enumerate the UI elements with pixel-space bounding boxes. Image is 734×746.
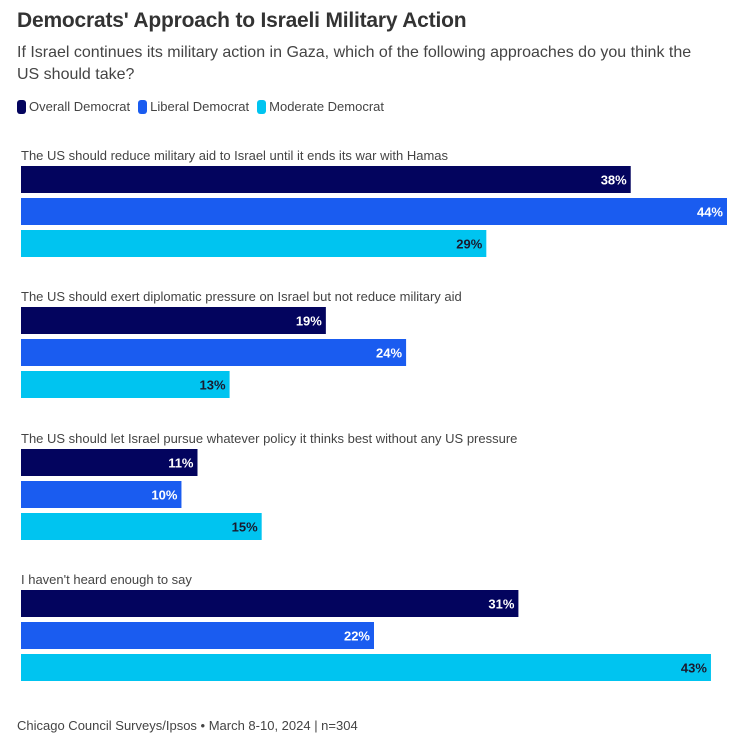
bar-overall-democrat[interactable]	[21, 590, 519, 617]
legend-item-overall[interactable]: Overall Democrat	[17, 99, 130, 114]
category-label: The US should exert diplomatic pressure …	[21, 289, 462, 304]
legend-swatch-liberal	[138, 99, 148, 114]
bar-chart: The US should reduce military aid to Isr…	[21, 148, 727, 681]
category-label: The US should reduce military aid to Isr…	[21, 148, 449, 163]
data-label: 24%	[376, 346, 402, 361]
source-note: Chicago Council Surveys/Ipsos • March 8-…	[17, 718, 358, 733]
data-label: 15%	[232, 520, 258, 535]
data-label: 22%	[344, 629, 370, 644]
data-label: 38%	[601, 173, 627, 188]
bar-overall-democrat[interactable]	[21, 449, 198, 476]
data-label: 44%	[697, 205, 723, 220]
data-label: 31%	[488, 597, 514, 612]
bar-moderate-democrat[interactable]	[21, 654, 711, 681]
data-label: 10%	[151, 488, 177, 503]
chart-subtitle: If Israel continues its military action …	[17, 44, 692, 83]
legend-swatch-overall	[17, 99, 26, 114]
chart-title: Democrats' Approach to Israeli Military …	[17, 9, 467, 32]
bar-overall-democrat[interactable]	[21, 307, 326, 334]
legend-label-overall: Overall Democrat	[29, 99, 131, 114]
bar-liberal-democrat[interactable]	[21, 481, 182, 508]
legend: Overall Democrat Liberal Democrat Modera…	[17, 99, 386, 114]
bar-overall-democrat[interactable]	[21, 166, 631, 193]
bar-moderate-democrat[interactable]	[21, 371, 230, 398]
legend-label-moderate: Moderate Democrat	[269, 99, 385, 114]
bar-liberal-democrat[interactable]	[21, 339, 407, 366]
bar-liberal-democrat[interactable]	[21, 622, 374, 649]
data-label: 19%	[296, 314, 322, 329]
bar-moderate-democrat[interactable]	[21, 230, 487, 257]
data-label: 29%	[456, 237, 482, 252]
data-label: 43%	[681, 661, 707, 676]
legend-item-liberal[interactable]: Liberal Democrat	[138, 99, 249, 114]
data-label: 13%	[200, 378, 226, 393]
bar-liberal-democrat[interactable]	[21, 198, 727, 225]
bar-moderate-democrat[interactable]	[21, 513, 262, 540]
legend-swatch-moderate	[257, 99, 267, 114]
legend-item-moderate[interactable]: Moderate Democrat	[257, 99, 384, 114]
legend-label-liberal: Liberal Democrat	[150, 99, 250, 114]
category-label: I haven't heard enough to say	[21, 572, 192, 587]
category-label: The US should let Israel pursue whatever…	[21, 431, 517, 446]
data-label: 11%	[168, 456, 194, 471]
